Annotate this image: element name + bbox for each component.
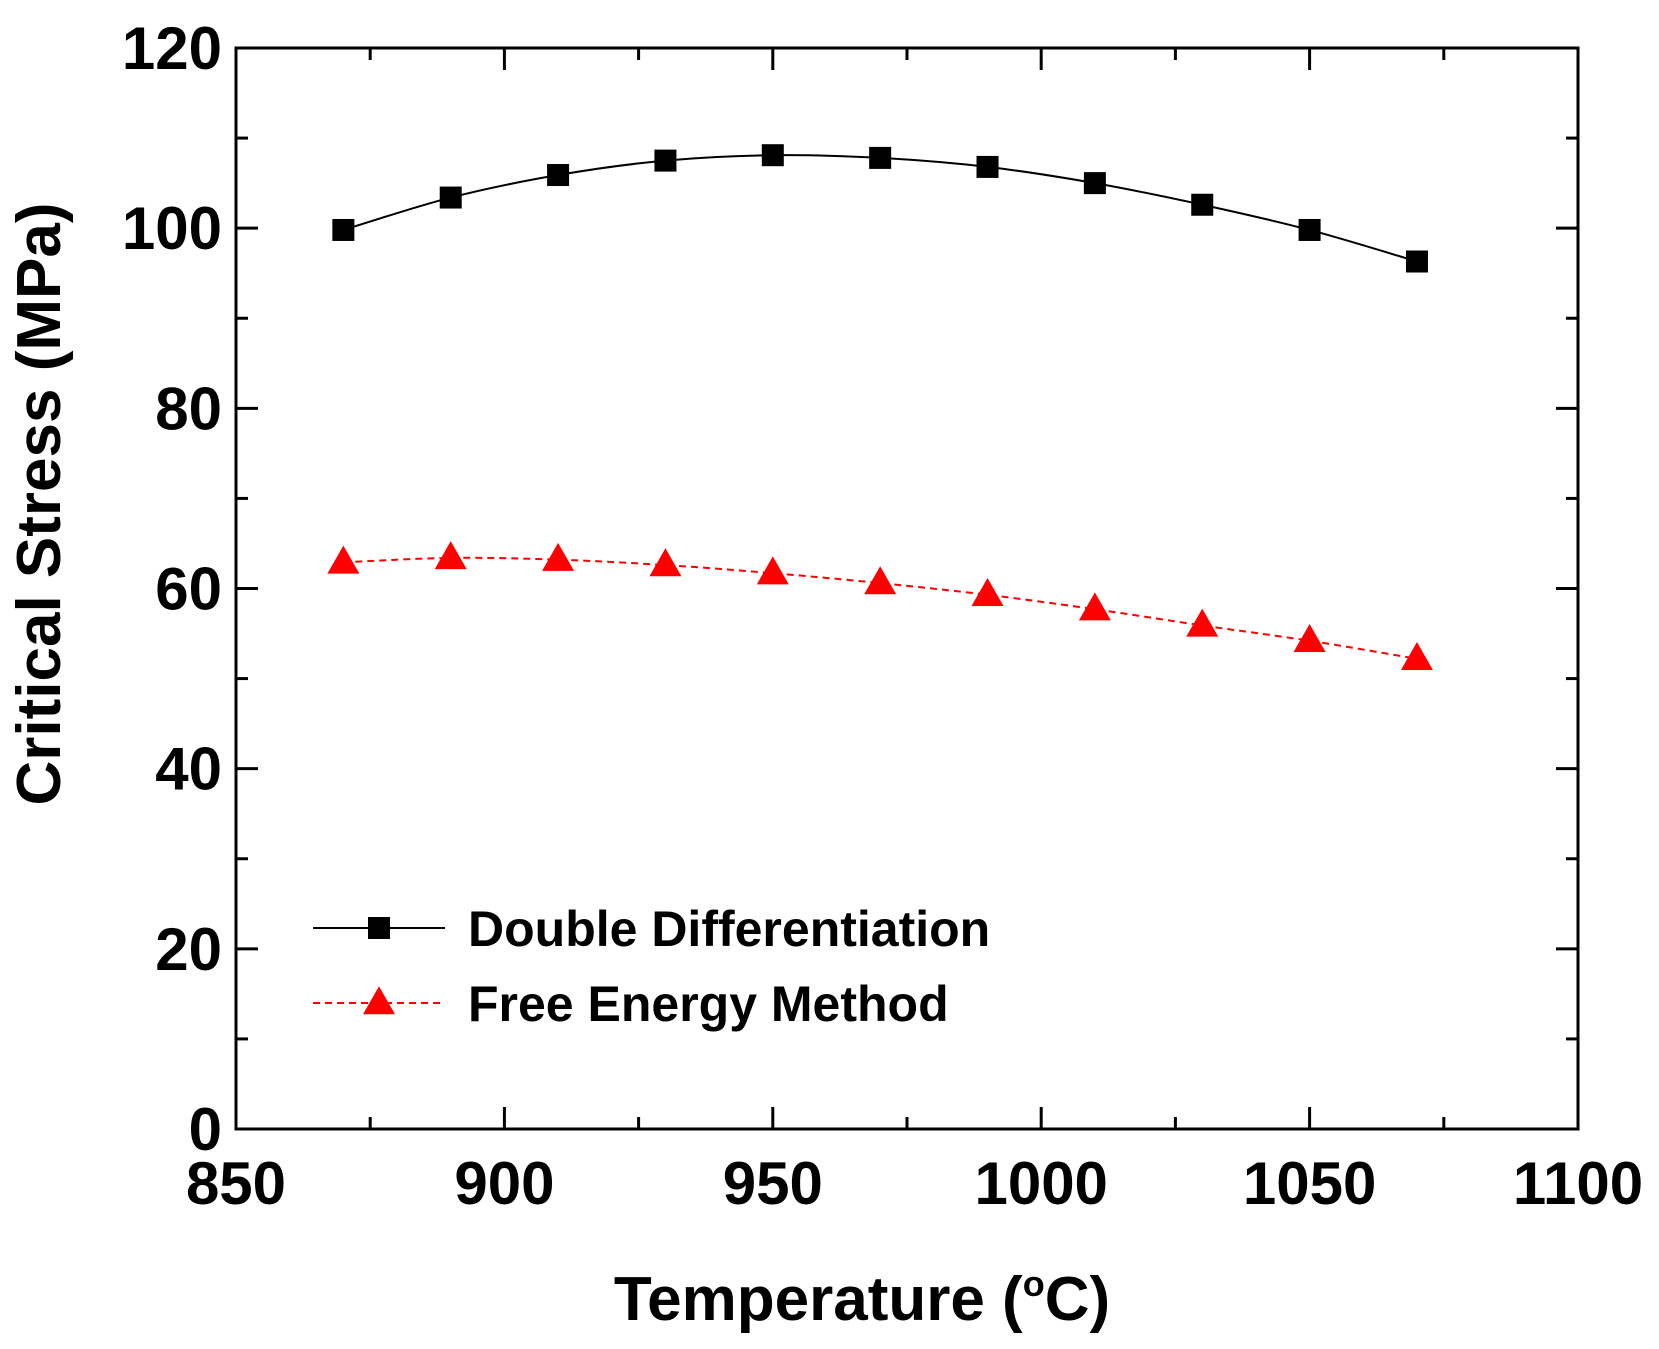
y-tick-label: 100 [122, 195, 222, 262]
series-line [343, 556, 1418, 660]
y-tick-label: 20 [155, 916, 222, 983]
x-axis-title: Temperature (oC) [614, 1263, 1110, 1334]
series-2 [327, 541, 1433, 670]
series-layer [327, 144, 1433, 670]
triangle-marker [971, 578, 1004, 607]
triangle-marker [756, 556, 789, 585]
square-marker [1405, 250, 1428, 273]
y-tick-label: 120 [122, 15, 222, 82]
triangle-marker [1400, 641, 1433, 670]
y-axis-title: Critical Stress (MPa) [5, 203, 74, 806]
x-axis-title-text: Temperature ( [614, 1265, 1023, 1334]
x-axis-ticks: 850 900 950 1000 1050 1100 [186, 48, 1643, 1217]
y-tick-label: 80 [155, 375, 222, 442]
triangle-marker [1186, 608, 1219, 637]
square-marker [1298, 218, 1321, 241]
legend-square-marker [368, 917, 390, 939]
triangle-marker [649, 548, 682, 577]
legend-item: Free Energy Method [313, 976, 949, 1032]
x-tick-label: 950 [723, 1150, 823, 1217]
x-axis-title-unit: C) [1045, 1265, 1110, 1334]
triangle-marker [434, 541, 467, 570]
series-line [343, 154, 1418, 263]
x-tick-label: 1100 [1513, 1150, 1643, 1217]
square-marker [761, 144, 784, 167]
series-1 [332, 144, 1428, 273]
triangle-marker [1078, 592, 1111, 621]
legend-label: Double Differentiation [468, 901, 990, 957]
y-axis-ticks: 0 20 40 60 80 100 120 [122, 15, 1578, 1163]
square-marker [547, 164, 570, 187]
y-tick-label: 40 [155, 736, 222, 803]
legend-triangle-marker [363, 986, 395, 1015]
plot-frame [234, 46, 1580, 1131]
legend-label: Free Energy Method [468, 976, 949, 1032]
legend: Double Differentiation Free Energy Method [313, 901, 990, 1032]
triangle-marker [327, 545, 360, 574]
square-marker [332, 218, 355, 241]
x-tick-label: 900 [454, 1150, 554, 1217]
x-tick-label: 850 [186, 1150, 286, 1217]
triangle-marker [542, 542, 575, 571]
triangle-marker [1293, 623, 1326, 652]
x-tick-label: 1050 [1243, 1150, 1376, 1217]
triangle-marker [864, 566, 897, 595]
y-tick-label: 60 [155, 556, 222, 623]
square-marker [654, 149, 677, 172]
square-marker [1191, 193, 1214, 216]
y-tick-label: 0 [189, 1096, 222, 1163]
square-marker [869, 146, 892, 169]
square-marker [976, 155, 999, 178]
legend-item: Double Differentiation [313, 901, 990, 957]
x-axis-title-degree: o [1023, 1263, 1045, 1304]
square-marker [1083, 172, 1106, 195]
square-marker [439, 186, 462, 209]
x-tick-label: 1000 [974, 1150, 1107, 1217]
